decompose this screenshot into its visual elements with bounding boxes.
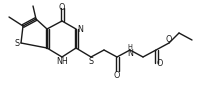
Text: H: H	[127, 44, 133, 50]
Text: N: N	[127, 48, 133, 58]
Text: O: O	[157, 59, 163, 68]
Text: NH: NH	[56, 58, 68, 67]
Text: N: N	[77, 24, 83, 33]
Text: O: O	[114, 70, 120, 79]
Text: S: S	[88, 56, 94, 66]
Text: S: S	[14, 38, 20, 47]
Text: O: O	[59, 3, 65, 13]
Text: O: O	[166, 34, 172, 44]
